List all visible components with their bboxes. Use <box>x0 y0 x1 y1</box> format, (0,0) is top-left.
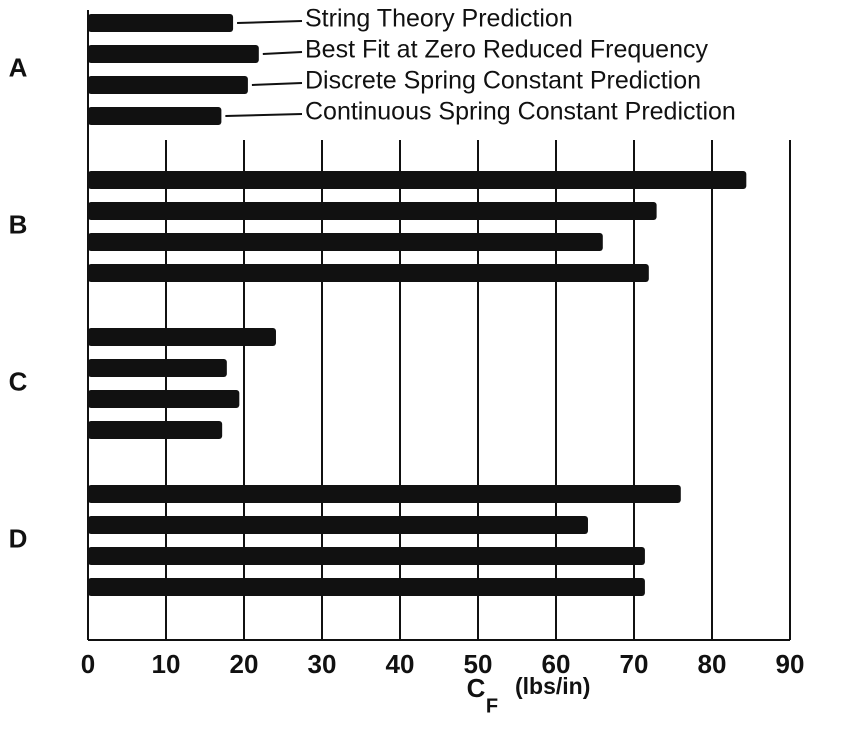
x-tick-label: 20 <box>230 649 259 679</box>
y-tick-label: D <box>9 523 28 553</box>
legend-label: Best Fit at Zero Reduced Frequency <box>305 36 708 64</box>
legend-bg <box>304 7 860 35</box>
x-tick-label: 60 <box>542 649 571 679</box>
bar <box>88 264 649 282</box>
x-tick-label: 40 <box>386 649 415 679</box>
legend-label: String Theory Prediction <box>305 5 573 33</box>
bar <box>88 578 645 596</box>
x-label-symbol: C <box>467 673 486 703</box>
legend-label: Continuous Spring Constant Prediction <box>305 98 736 126</box>
bar <box>88 390 240 408</box>
x-tick-label: 90 <box>776 649 805 679</box>
x-tick-label: 10 <box>152 649 181 679</box>
bar <box>88 516 588 534</box>
y-tick-label: A <box>9 52 28 82</box>
x-tick-label: 50 <box>464 649 493 679</box>
x-tick-label: 0 <box>81 649 95 679</box>
bar <box>88 547 645 565</box>
bar <box>88 485 681 503</box>
bar <box>88 76 248 94</box>
legend-leader <box>225 113 303 117</box>
x-label-subscript: F <box>486 695 498 717</box>
bar <box>88 107 222 125</box>
legend-bg <box>304 38 860 66</box>
bar <box>88 202 657 220</box>
legend-leader <box>262 51 303 55</box>
bar <box>88 421 223 439</box>
x-tick-label: 70 <box>620 649 649 679</box>
bar <box>88 359 227 377</box>
legend-bg <box>304 69 860 97</box>
y-tick-label: C <box>9 366 28 396</box>
legend-label: Discrete Spring Constant Prediction <box>305 67 701 95</box>
bar <box>88 45 259 63</box>
legend-leader <box>237 20 303 24</box>
bar <box>88 14 234 32</box>
x-label-unit: (lbs/in) <box>515 673 590 699</box>
x-tick-label: 80 <box>698 649 727 679</box>
y-tick-label: B <box>9 209 28 239</box>
legend-leader <box>251 82 303 86</box>
legend-bg <box>304 100 860 128</box>
bar <box>88 328 276 346</box>
x-tick-label: 30 <box>308 649 337 679</box>
bar <box>88 233 603 251</box>
bar <box>88 171 747 189</box>
